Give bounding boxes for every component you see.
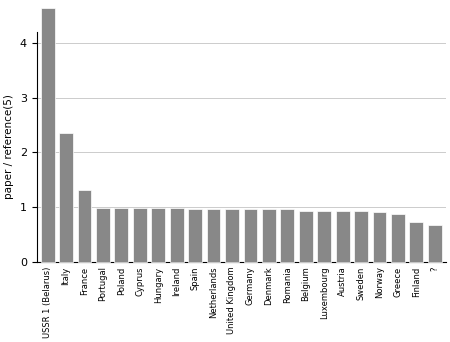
Bar — [151, 208, 165, 262]
Bar — [225, 209, 239, 262]
Bar — [373, 212, 387, 262]
Bar — [188, 209, 202, 262]
Bar — [96, 208, 110, 262]
Bar — [336, 211, 350, 262]
Bar — [77, 189, 91, 262]
Bar — [280, 209, 294, 262]
Bar — [410, 222, 423, 262]
Bar — [299, 211, 313, 262]
Bar — [317, 211, 331, 262]
Bar — [207, 209, 220, 262]
Bar — [40, 8, 54, 262]
Bar — [354, 211, 368, 262]
Bar — [391, 213, 405, 262]
Bar — [170, 208, 184, 262]
Bar — [428, 225, 442, 262]
Bar — [243, 209, 257, 262]
Bar — [262, 209, 276, 262]
Y-axis label: paper / reference(5): paper / reference(5) — [4, 94, 14, 199]
Bar — [133, 208, 147, 262]
Bar — [114, 208, 128, 262]
Bar — [59, 133, 73, 262]
